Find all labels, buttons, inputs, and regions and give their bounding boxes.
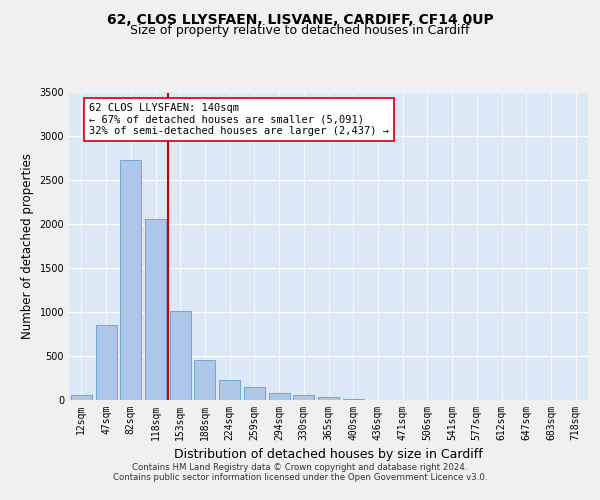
Bar: [244, 387, 265, 400]
Text: Contains HM Land Registry data © Crown copyright and database right 2024.: Contains HM Land Registry data © Crown c…: [132, 462, 468, 471]
Bar: [293, 395, 314, 400]
Bar: [194, 360, 215, 400]
Bar: [95, 326, 116, 400]
Bar: [71, 394, 92, 400]
Bar: [219, 380, 240, 400]
Text: 62 CLOS LLYSFAEN: 140sqm
← 67% of detached houses are smaller (5,091)
32% of sem: 62 CLOS LLYSFAEN: 140sqm ← 67% of detach…: [89, 103, 389, 136]
Bar: [269, 394, 290, 400]
Y-axis label: Number of detached properties: Number of detached properties: [21, 153, 34, 339]
Bar: [170, 312, 191, 400]
Text: Contains public sector information licensed under the Open Government Licence v3: Contains public sector information licen…: [113, 472, 487, 482]
Bar: [343, 399, 364, 400]
X-axis label: Distribution of detached houses by size in Cardiff: Distribution of detached houses by size …: [174, 448, 483, 462]
Bar: [120, 160, 141, 400]
Bar: [145, 219, 166, 400]
Text: Size of property relative to detached houses in Cardiff: Size of property relative to detached ho…: [130, 24, 470, 37]
Text: 62, CLOS LLYSFAEN, LISVANE, CARDIFF, CF14 0UP: 62, CLOS LLYSFAEN, LISVANE, CARDIFF, CF1…: [107, 12, 493, 26]
Bar: [318, 398, 339, 400]
